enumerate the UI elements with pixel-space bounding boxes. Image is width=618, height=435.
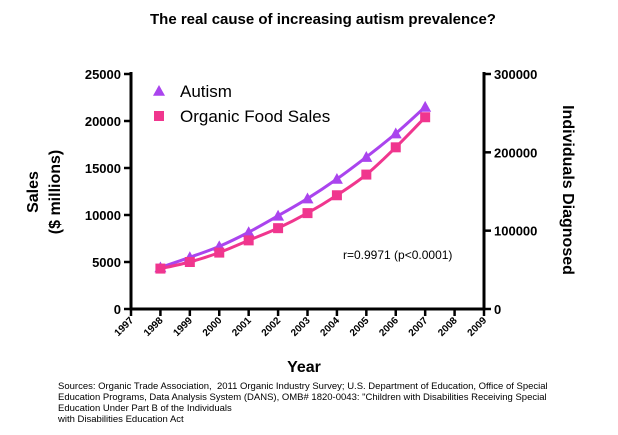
sources-line-2: Education Programs, Data Analysis System… — [58, 392, 547, 403]
x-tick-label: 2003 — [289, 315, 313, 339]
y-axis-label-line1: Sales — [25, 171, 42, 213]
x-tick-label: 1999 — [171, 315, 195, 339]
data-point-autism — [242, 226, 255, 238]
series-line-organic-food-sales — [160, 116, 427, 271]
y-axis-label-line2: ($ millions) — [47, 150, 64, 234]
data-point-organic-food-sales — [361, 169, 372, 180]
y-tick-label: 15000 — [85, 161, 121, 176]
data-point-autism — [360, 151, 373, 162]
data-point-organic-food-sales — [243, 235, 254, 246]
y-tick-label: 0 — [114, 302, 121, 317]
sources-line-3: Education Under Part B of the Individual… — [58, 403, 232, 414]
data-point-autism — [330, 172, 343, 184]
x-axis-label: Year — [287, 359, 321, 376]
sources-line-4: with Disabilities Education Act — [58, 414, 184, 425]
x-tick-label: 2009 — [466, 315, 490, 339]
data-point-organic-food-sales — [331, 190, 342, 201]
y2-tick-label: 0 — [494, 302, 501, 317]
data-point-autism — [419, 100, 432, 112]
data-point-organic-food-sales — [214, 247, 225, 258]
y2-tick-label: 100000 — [494, 224, 537, 239]
chart-title: The real cause of increasing autism prev… — [150, 11, 496, 28]
x-tick-label: 2002 — [260, 315, 284, 339]
y2-axis-label: Individuals Diagnosed — [559, 105, 576, 275]
x-tick-label: 1998 — [142, 315, 166, 339]
legend: Autism Organic Food Sales — [153, 82, 330, 126]
data-point-autism — [272, 209, 285, 221]
y-tick-label: 5000 — [92, 255, 121, 270]
y2-tick-label: 300000 — [494, 67, 537, 82]
data-point-organic-food-sales — [184, 257, 195, 267]
data-point-autism — [301, 192, 314, 204]
data-point-organic-food-sales — [155, 263, 166, 274]
data-point-organic-food-sales — [302, 208, 313, 219]
series-line-autism — [159, 105, 427, 269]
legend-marker-organic-food-sales — [154, 111, 164, 121]
x-tick-label: 2000 — [201, 315, 225, 339]
data-point-autism — [389, 127, 402, 139]
y-tick-label: 10000 — [85, 208, 121, 223]
data-point-organic-food-sales — [390, 142, 401, 153]
y-tick-label: 20000 — [85, 114, 121, 129]
x-tick-label: 2004 — [319, 315, 343, 339]
y2-tick-label: 200000 — [494, 145, 537, 160]
x-tick-label: 2008 — [436, 315, 460, 339]
correlation-annotation: r=0.9971 (p<0.0001) — [343, 248, 452, 262]
chart: The real cause of increasing autism prev… — [25, 11, 576, 376]
x-tick-label: 2005 — [348, 315, 372, 339]
data-point-organic-food-sales — [420, 112, 431, 123]
legend-label-organic-food-sales: Organic Food Sales — [180, 107, 330, 126]
x-tick-label: 2001 — [230, 315, 254, 339]
data-point-organic-food-sales — [273, 223, 284, 234]
sources-note: Sources: Organic Trade Association, 2011… — [58, 381, 608, 425]
y-tick-label: 25000 — [85, 67, 121, 82]
legend-marker-autism — [153, 85, 165, 96]
x-tick-label: 2006 — [377, 315, 401, 339]
sources-line-1: Sources: Organic Trade Association, 2011… — [58, 381, 548, 392]
x-tick-label: 2007 — [407, 315, 431, 339]
legend-label-autism: Autism — [180, 82, 232, 101]
x-tick-label: 1997 — [113, 315, 137, 339]
